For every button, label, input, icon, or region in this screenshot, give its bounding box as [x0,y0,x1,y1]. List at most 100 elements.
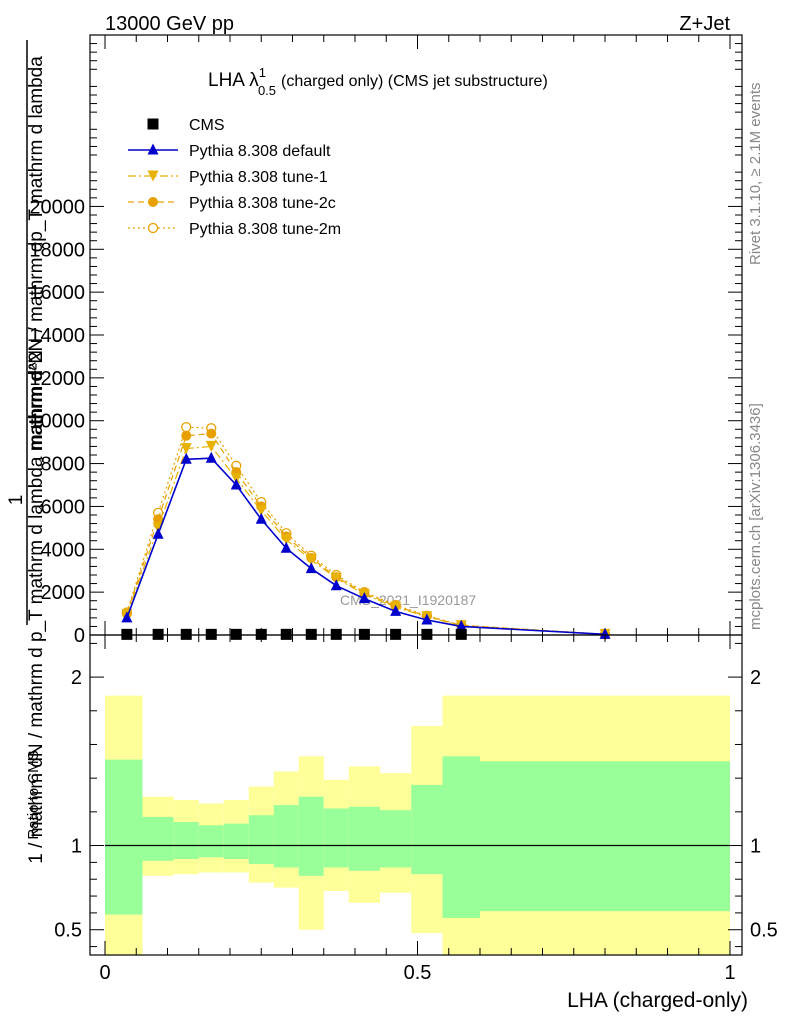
y-tick-label: 16000 [29,282,85,304]
data-point [358,628,370,640]
data-point [358,592,370,604]
series-line [126,426,606,635]
ratio-y-tick-label-right: 2 [750,667,761,689]
x-tick-label: 1 [724,962,735,984]
ratio-band-green-10 [380,810,412,868]
ratio-band-green-0 [105,759,143,915]
legend-marker [147,222,159,234]
x-axis-label: LHA (charged-only) [567,989,748,1012]
series-pythia-8-308-default [121,451,611,639]
ratio-y-tick-label-right: 0.5 [750,920,778,942]
legend: CMS Pythia 8.308 default Pythia 8.308 tune… [128,117,341,238]
series-pythia-8-308-tune-1 [121,440,611,640]
plot-title: LHA λ1 0.5(charged only) (CMS jet substru… [208,65,548,98]
data-point [152,527,164,539]
ratio-band-green-8 [323,808,349,868]
data-point [121,628,133,640]
data-point [305,554,317,566]
data-point [280,541,292,553]
data-point [152,628,164,640]
data-point [599,627,611,639]
ratio-band-green-1 [142,816,174,861]
legend-marker [147,170,159,182]
data-point [205,451,217,463]
y-tick-label: 8000 [41,454,86,476]
data-point [230,628,242,640]
data-point [305,628,317,640]
legend-marker [147,143,159,155]
data-point [330,572,342,584]
data-point [255,628,267,640]
ratio-band-green-5 [248,815,274,865]
data-point [180,452,192,464]
legend-label: Pythia 8.308 tune-2m [189,221,341,238]
ratio-band-green-13 [480,761,730,912]
ratio-band-green-6 [273,805,299,868]
analysis-watermark: CMS_2021_I1920187 [340,592,476,608]
data-point [181,421,192,433]
y-label-full: 1 / mathrm dN / mathrm d p_T mathrm d la… [26,56,47,864]
data-point [421,628,433,640]
process-label: Z+Jet [679,13,730,35]
main-y-axis-label: mathrm d²N 1 1 / mathrm dN / mathrm d p_… [6,40,47,864]
legend-entry: Pythia 8.308 tune-2c [128,195,336,212]
ratio-y-tick-label-right: 1 [750,836,761,858]
legend-entry: Pythia 8.308 tune-2m [128,221,341,238]
y-tick-label: 18000 [29,239,85,261]
data-point [206,428,217,439]
main-plot-panel: 0 2000 4000 6000 8000 10000 12000 14000 16000 180… [29,34,743,647]
data-point [421,613,433,625]
ratio-y-tick-label-left: 2 [71,667,82,689]
x-tick-label: 0.5 [404,962,432,984]
ratio-band-green-2 [173,821,199,859]
y-tick-label: 6000 [41,496,86,518]
legend-label: Pythia 8.308 tune-2c [189,195,336,212]
data-point [390,604,402,616]
y-tick-label: 10000 [29,411,85,433]
ratio-band-green-11 [411,784,443,875]
y-tick-label: 20000 [29,196,85,218]
data-point [230,478,242,490]
data-point [255,512,267,524]
ratio-y-tick-label-left: 1 [71,836,82,858]
legend-marker [147,118,159,130]
data-point [330,579,342,591]
y-tick-label: 0 [74,625,85,647]
legend-entry: Pythia 8.308 default [128,143,331,160]
ratio-frame [89,634,743,956]
main-frame [89,34,743,636]
series-cms [121,628,467,640]
y-tick-label: 12000 [29,368,85,390]
y-tick-label: 2000 [41,582,86,604]
ratio-band-green-3 [198,825,224,858]
data-point [205,440,217,452]
data-point [455,628,467,640]
ratio-y-axis-label: Ratio to CMS [25,750,42,839]
data-point [390,628,402,640]
beam-energy-label: 13000 GeV pp [105,13,234,35]
ratio-band-green-12 [442,756,480,918]
data-point [121,611,133,623]
data-point [305,562,317,574]
data-point [181,430,192,441]
legend-label: Pythia 8.308 tune-1 [189,169,328,186]
ratio-plot-panel: 0.5 0.5 1 1 2 2 0 0.5 1 [54,634,778,984]
data-point [280,628,292,640]
legend-marker [148,197,158,207]
data-point [180,628,192,640]
ratio-y-tick-label-left: 0.5 [54,920,82,942]
ratio-band-green-4 [223,823,249,859]
legend-entry: Pythia 8.308 tune-1 [128,169,328,186]
y-tick-label: 14000 [29,325,85,347]
data-point [205,628,217,640]
ratio-band-green-7 [298,796,324,876]
legend-label: Pythia 8.308 default [189,143,331,160]
legend-label: CMS [189,117,225,134]
series-line [126,457,606,636]
y-label-numerator: 1 [6,495,27,506]
data-point [330,628,342,640]
legend-entry: CMS [147,117,225,134]
ratio-band-green-9 [348,806,380,871]
data-point [280,534,292,546]
